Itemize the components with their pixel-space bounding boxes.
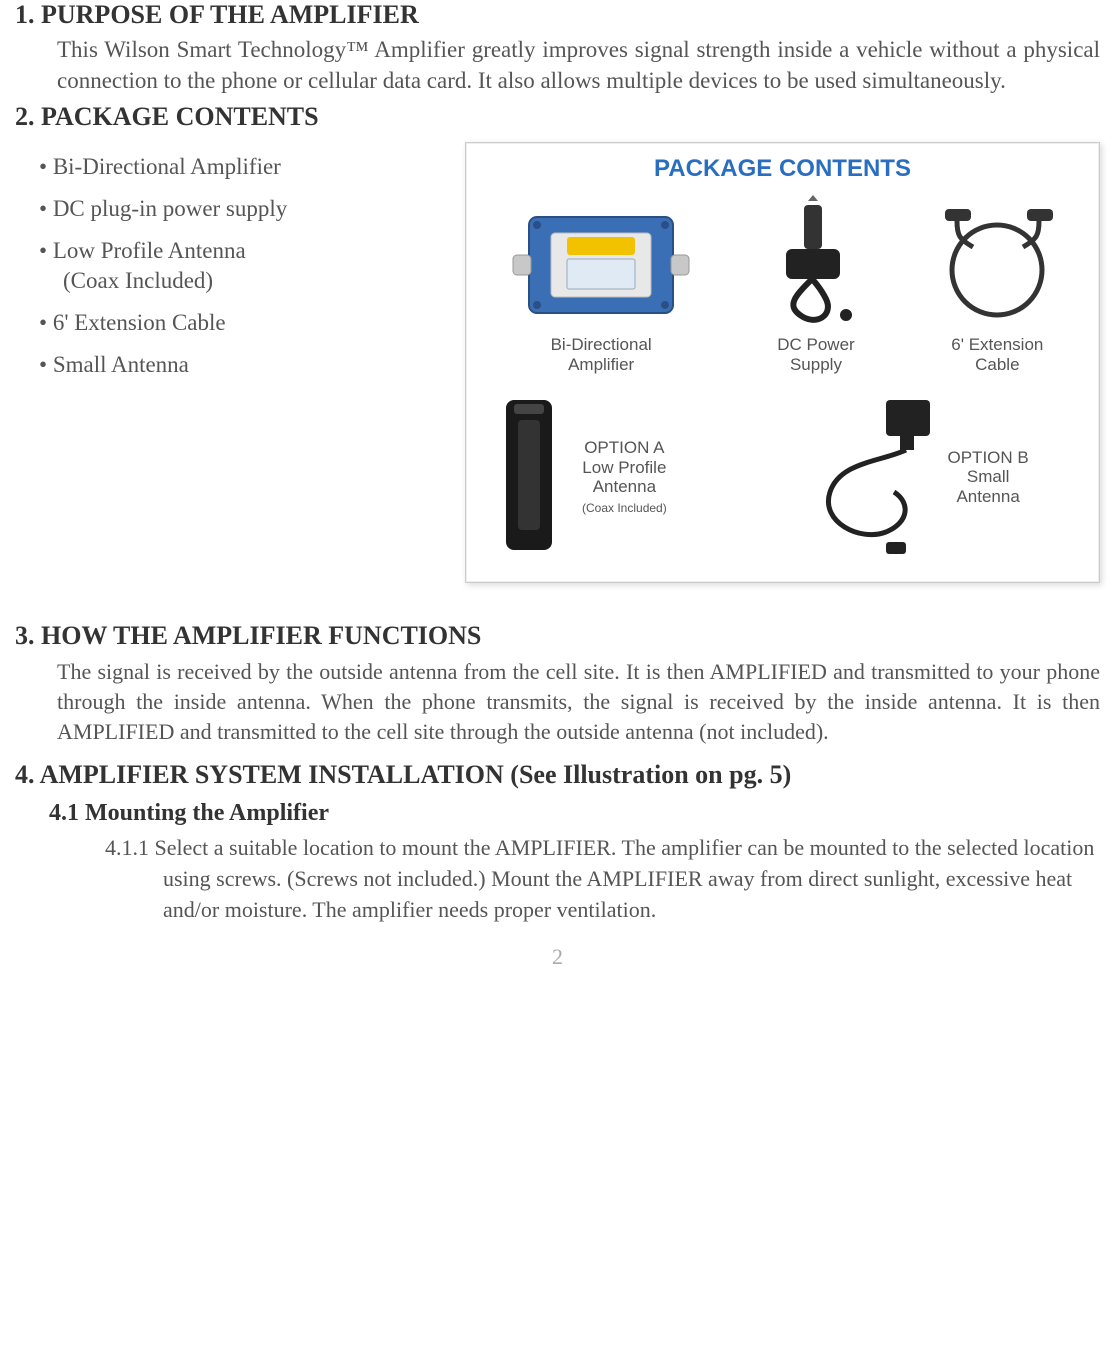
bullet-item: DC plug-in power supply	[39, 194, 455, 224]
caption-line: DC Power	[777, 335, 854, 354]
caption-line: Supply	[790, 355, 842, 374]
bullet-text: DC plug-in power supply	[53, 196, 287, 221]
sec3-body: The signal is received by the outside an…	[57, 657, 1100, 746]
bullet-subtext: (Coax Included)	[63, 266, 455, 296]
bullet-text: Low Profile Antenna	[53, 238, 246, 263]
caption-line: Bi-Directional	[551, 335, 652, 354]
package-row-1: Bi-Directional Amplifier DC Power	[484, 195, 1081, 374]
pkg-caption: 6' Extension Cable	[951, 335, 1043, 374]
pkg-item-option-a: OPTION A Low Profile Antenna (Coax Inclu…	[484, 392, 776, 562]
pkg-item-amplifier: Bi-Directional Amplifier	[484, 195, 718, 374]
sec1-body: This Wilson Smart Technology™ Amplifier …	[57, 34, 1100, 96]
bullet-item: Low Profile Antenna (Coax Included)	[39, 236, 455, 296]
pkg-item-dcpower: DC Power Supply	[732, 195, 899, 374]
caption-line: 6' Extension	[951, 335, 1043, 354]
pkg-caption: Bi-Directional Amplifier	[551, 335, 652, 374]
bullet-item: 6' Extension Cable	[39, 308, 455, 338]
package-row-2: OPTION A Low Profile Antenna (Coax Inclu…	[484, 392, 1081, 562]
package-contents-box: PACKAGE CONTENTS	[465, 142, 1100, 583]
caption-line: Antenna	[956, 487, 1019, 506]
pkg-caption: OPTION B Small Antenna	[948, 448, 1029, 507]
caption-line: OPTION A	[584, 438, 664, 457]
amplifier-icon	[501, 195, 701, 335]
pkg-caption: DC Power Supply	[777, 335, 854, 374]
package-title: PACKAGE CONTENTS	[484, 155, 1081, 183]
bullet-text: Bi-Directional Amplifier	[53, 154, 281, 179]
bullet-text: Small Antenna	[53, 352, 189, 377]
bullet-item: Bi-Directional Amplifier	[39, 152, 455, 182]
caption-line: Small	[967, 467, 1010, 486]
caption-small: (Coax Included)	[582, 501, 667, 515]
sec2-heading: 2. PACKAGE CONTENTS	[15, 102, 1100, 132]
sec2-package-col: PACKAGE CONTENTS	[455, 142, 1100, 583]
caption-line: Cable	[975, 355, 1019, 374]
sec2-bullets: Bi-Directional Amplifier DC plug-in powe…	[39, 152, 455, 379]
sec4-heading: 4. AMPLIFIER SYSTEM INSTALLATION (See Il…	[15, 760, 1100, 790]
sec4-sub-item: 4.1.1 Select a suitable location to moun…	[105, 833, 1100, 925]
sec4-subheading: 4.1 Mounting the Amplifier	[49, 800, 1100, 827]
bullet-text: 6' Extension Cable	[53, 310, 226, 335]
caption-line: Low Profile	[582, 458, 666, 477]
caption-line: Antenna	[593, 477, 656, 496]
pkg-caption: OPTION A Low Profile Antenna (Coax Inclu…	[582, 438, 667, 516]
low-profile-antenna-icon	[484, 392, 574, 562]
small-antenna-icon	[790, 392, 940, 562]
caption-line: OPTION B	[948, 448, 1029, 467]
extension-cable-icon	[927, 195, 1067, 335]
sec3-heading: 3. HOW THE AMPLIFIER FUNCTIONS	[15, 621, 1100, 651]
page-number: 2	[15, 944, 1100, 970]
dc-power-icon	[756, 195, 876, 335]
bullet-item: Small Antenna	[39, 350, 455, 380]
sec2-row: Bi-Directional Amplifier DC plug-in powe…	[15, 142, 1100, 583]
sec1-heading: 1. PURPOSE OF THE AMPLIFIER	[15, 0, 1100, 30]
sec2-bullets-col: Bi-Directional Amplifier DC plug-in powe…	[15, 142, 455, 583]
caption-line: Amplifier	[568, 355, 634, 374]
pkg-item-cable: 6' Extension Cable	[914, 195, 1081, 374]
pkg-item-option-b: OPTION B Small Antenna	[790, 392, 1082, 562]
